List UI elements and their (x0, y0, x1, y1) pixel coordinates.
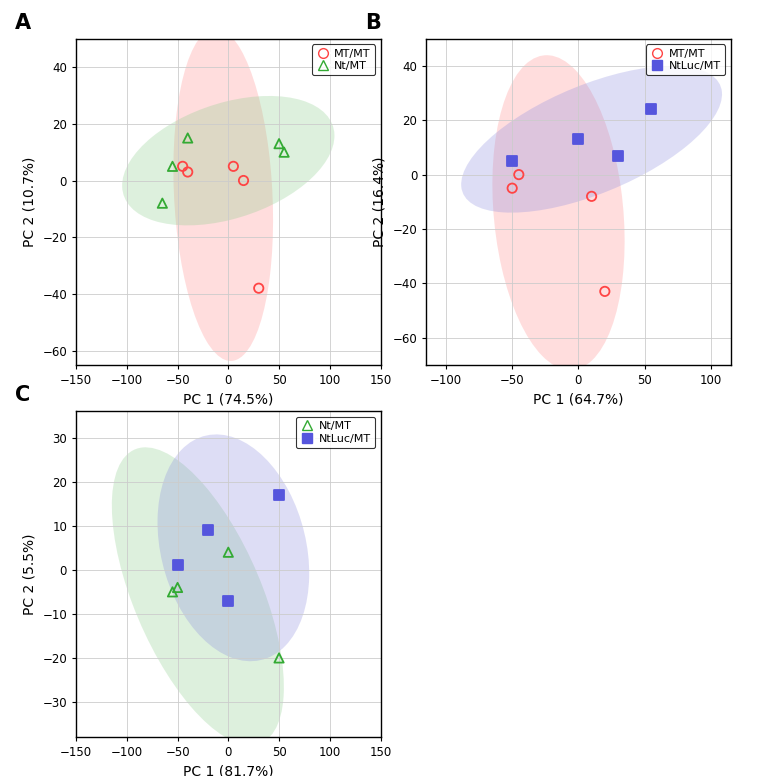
Point (273, 489, 285, 501)
Point (171, 559, 183, 572)
Point (506, 182, 518, 195)
Ellipse shape (123, 96, 334, 225)
X-axis label: PC 1 (74.5%): PC 1 (74.5%) (183, 393, 273, 407)
Point (222, 594, 234, 607)
Point (171, 581, 183, 594)
Point (599, 285, 611, 297)
Point (182, 132, 194, 144)
Point (572, 133, 584, 146)
Point (177, 160, 189, 172)
Point (202, 524, 214, 536)
Point (156, 197, 168, 210)
Point (585, 190, 597, 203)
Ellipse shape (461, 66, 722, 213)
Y-axis label: PC 2 (10.7%): PC 2 (10.7%) (23, 157, 37, 247)
Point (273, 137, 285, 150)
Legend: MT/MT, Nt/MT: MT/MT, Nt/MT (312, 44, 375, 75)
Point (513, 168, 525, 181)
Point (506, 155, 518, 168)
Point (167, 586, 179, 598)
Point (645, 103, 658, 116)
Point (167, 160, 179, 172)
Legend: MT/MT, NtLuc/MT: MT/MT, NtLuc/MT (646, 44, 725, 75)
Y-axis label: PC 2 (16.4%): PC 2 (16.4%) (373, 157, 387, 247)
Text: C: C (15, 385, 30, 405)
Point (237, 175, 250, 187)
Point (278, 146, 290, 158)
Point (612, 150, 624, 162)
Ellipse shape (158, 435, 309, 661)
Point (228, 160, 240, 172)
Ellipse shape (112, 447, 284, 745)
Ellipse shape (492, 55, 625, 370)
X-axis label: PC 1 (81.7%): PC 1 (81.7%) (183, 765, 274, 776)
Point (182, 166, 194, 178)
Point (273, 652, 285, 664)
Y-axis label: PC 2 (5.5%): PC 2 (5.5%) (23, 533, 37, 615)
Point (222, 546, 234, 559)
Text: A: A (15, 12, 31, 33)
Point (253, 282, 265, 294)
X-axis label: PC 1 (64.7%): PC 1 (64.7%) (533, 393, 623, 407)
Ellipse shape (174, 29, 273, 361)
Legend: Nt/MT, NtLuc/MT: Nt/MT, NtLuc/MT (296, 417, 375, 448)
Text: B: B (365, 12, 381, 33)
